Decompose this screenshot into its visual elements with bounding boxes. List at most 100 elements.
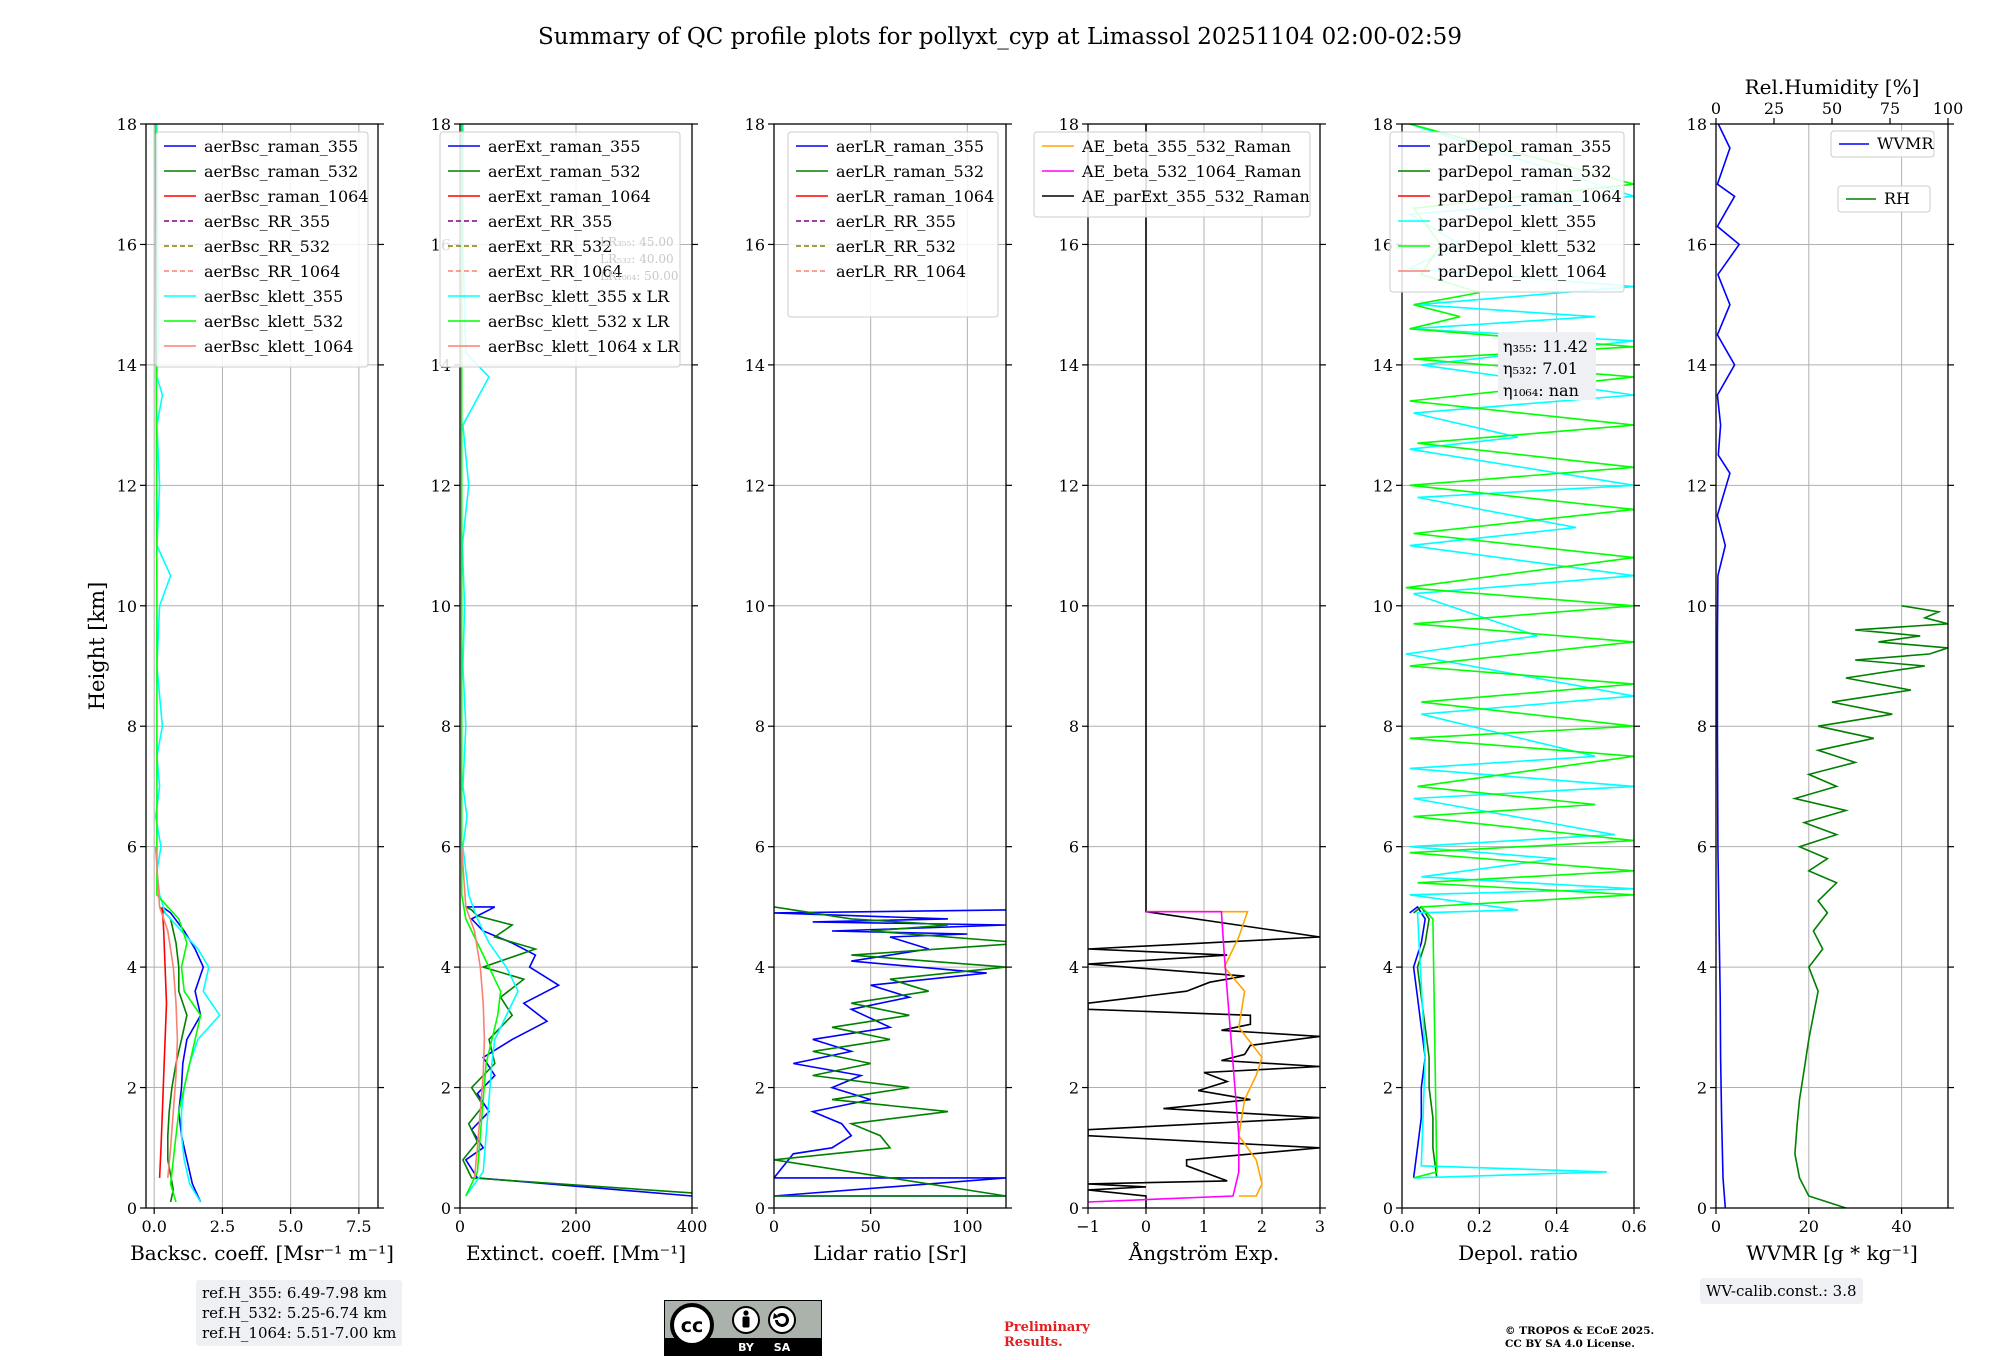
ytick-label-8: 8 (441, 717, 451, 736)
series-parDepol_klett_532 (1405, 124, 1634, 1179)
series-group (460, 124, 692, 1197)
legend-label-aerBsc_klett_1064 x LR: aerBsc_klett_1064 x LR (488, 337, 680, 356)
xtick-label-1: 200 (561, 1217, 592, 1236)
ytick-label-18: 18 (745, 115, 765, 134)
x-axis-label: Depol. ratio (1458, 1241, 1578, 1265)
ytick-label-10: 10 (1373, 597, 1393, 616)
ytick-label-10: 10 (117, 597, 137, 616)
legend-frame (155, 131, 369, 368)
legend-label-aerBsc_RR_355: aerBsc_RR_355 (204, 212, 330, 231)
cc-license-badge: cc BY SA (664, 1300, 822, 1356)
ytick-label-14: 14 (745, 356, 765, 375)
legend-label-aerBsc_klett_355 x LR: aerBsc_klett_355 x LR (488, 287, 670, 306)
x-axis-label: Backsc. coeff. [Msr⁻¹ m⁻¹] (130, 1241, 394, 1265)
legend-label-AE_parExt_355_532_Raman: AE_parExt_355_532_Raman (1081, 187, 1310, 206)
xtick-label-1: 2.5 (210, 1217, 235, 1236)
series-AE_beta_355_532_Raman (1146, 910, 1263, 1197)
ytick-label-14: 14 (117, 356, 137, 375)
series-aerLR_raman_355 (774, 909, 1006, 1197)
preliminary-results-note: Preliminary Results. (1004, 1320, 1090, 1350)
legend-label-aerBsc_RR_1064: aerBsc_RR_1064 (204, 262, 340, 281)
xtick-label-3: 7.5 (346, 1217, 371, 1236)
legend-label-RH: RH (1884, 189, 1910, 208)
eta-annotation-2: η₁₀₆₄: nan (1503, 381, 1579, 400)
ytick-label-16: 16 (1373, 235, 1393, 254)
ytick-label-4: 4 (755, 958, 765, 977)
legend-frame (1837, 185, 1931, 213)
legend-label-aerLR_raman_532: aerLR_raman_532 (836, 162, 984, 181)
ytick-label-4: 4 (441, 958, 451, 977)
ytick-label-8: 8 (1697, 717, 1707, 736)
xtick-label-0: 0 (1711, 1217, 1721, 1236)
eta-annotation-0: η₃₅₅: 11.42 (1503, 337, 1588, 356)
legend-label-aerExt_RR_1064: aerExt_RR_1064 (488, 262, 623, 281)
copyright-line-1: © TROPOS & ECoE 2025. (1505, 1325, 1655, 1337)
legend-frame (1830, 130, 1935, 158)
top-xtick-label-2: 50 (1822, 99, 1842, 118)
ytick-label-16: 16 (745, 235, 765, 254)
ytick-label-14: 14 (1373, 356, 1393, 375)
series-group (1405, 124, 1634, 1179)
series-AE_parExt_355_532_Raman (1088, 124, 1320, 1208)
ytick-label-8: 8 (1069, 717, 1079, 736)
ytick-label-0: 0 (1697, 1199, 1707, 1218)
xtick-label-1: 0 (1141, 1217, 1151, 1236)
ref-height-1064: ref.H_1064: 5.51-7.00 km (202, 1324, 397, 1342)
xtick-label-0: 0 (455, 1217, 465, 1236)
series-aerExt_raman_355 (464, 906, 692, 1197)
legend: aerExt_raman_355 aerExt_raman_532 aerExt_r… (439, 131, 681, 368)
lr-annotation-1: LR₅₃₂: 40.00 (600, 252, 674, 266)
wv-calibration-constant: WV-calib.const.: 3.8 (1706, 1282, 1857, 1300)
ytick-label-18: 18 (1059, 115, 1079, 134)
legend: aerBsc_raman_355 aerBsc_raman_532 aerBsc_r… (155, 131, 369, 368)
by-badge-text: BY (738, 1341, 755, 1354)
ytick-label-6: 6 (441, 838, 451, 857)
legend-label-aerBsc_klett_532: aerBsc_klett_532 (204, 312, 343, 331)
series-aerBsc_raman_532 (159, 906, 188, 1203)
series-group (1088, 124, 1320, 1208)
ytick-label-10: 10 (745, 597, 765, 616)
ytick-label-6: 6 (1383, 838, 1393, 857)
ytick-label-6: 6 (755, 838, 765, 857)
ytick-label-6: 6 (1069, 838, 1079, 857)
legend-label-WVMR: WVMR (1877, 134, 1934, 153)
xtick-label-2: 1 (1199, 1217, 1209, 1236)
ytick-label-8: 8 (1383, 717, 1393, 736)
panel-lr: 0 2 4 6 8 10 12 14 16 18 0 50 100 Lidar ratio [Sr] aer… (745, 115, 1012, 1265)
legend-label-aerBsc_raman_532: aerBsc_raman_532 (204, 162, 358, 181)
ytick-label-0: 0 (1383, 1199, 1393, 1218)
xtick-label-0: 0.0 (1389, 1217, 1414, 1236)
legend-label-parDepol_klett_532: parDepol_klett_532 (1438, 237, 1596, 256)
copyright-note: © TROPOS & ECoE 2025. CC BY SA 4.0 Licen… (1505, 1325, 1654, 1351)
top-axis-label: Rel.Humidity [%] (1745, 75, 1920, 99)
figure-title: Summary of QC profile plots for pollyxt_… (538, 24, 1462, 50)
series-aerBsc_raman_1064 (158, 906, 168, 1178)
legend-frame (439, 131, 681, 368)
series-group (1716, 124, 1948, 1208)
legend-label-parDepol_klett_355: parDepol_klett_355 (1438, 212, 1596, 231)
ytick-label-2: 2 (1383, 1079, 1393, 1098)
cc-badge-text: cc (681, 1315, 704, 1337)
ytick-label-10: 10 (1059, 597, 1079, 616)
ytick-label-14: 14 (1687, 356, 1707, 375)
copyright-line-2: CC BY SA 4.0 License. (1505, 1338, 1635, 1350)
sa-badge-text: SA (774, 1341, 791, 1354)
ytick-label-10: 10 (1687, 597, 1707, 616)
xtick-label-2: 0.4 (1544, 1217, 1569, 1236)
x-axis-label: WVMR [g * kg⁻¹] (1746, 1241, 1918, 1265)
x-axis-label: Extinct. coeff. [Mm⁻¹] (466, 1241, 686, 1265)
ref-height-532: ref.H_532: 5.25-6.74 km (202, 1304, 387, 1322)
ytick-label-12: 12 (1373, 476, 1393, 495)
legend-label-AE_beta_355_532_Raman: AE_beta_355_532_Raman (1081, 137, 1291, 156)
ytick-label-10: 10 (431, 597, 451, 616)
cc-circle-icon (670, 1303, 714, 1347)
top-xtick-label-0: 0 (1711, 99, 1721, 118)
legend-label-aerBsc_RR_532: aerBsc_RR_532 (204, 237, 330, 256)
axes-frame (1401, 123, 1635, 1209)
ytick-label-2: 2 (1069, 1079, 1079, 1098)
legend-label-AE_beta_532_1064_Raman: AE_beta_532_1064_Raman (1081, 162, 1301, 181)
xtick-label-0: −1 (1076, 1217, 1100, 1236)
xtick-label-3: 2 (1257, 1217, 1267, 1236)
series-AE_beta_532_1064_Raman (1088, 910, 1240, 1203)
